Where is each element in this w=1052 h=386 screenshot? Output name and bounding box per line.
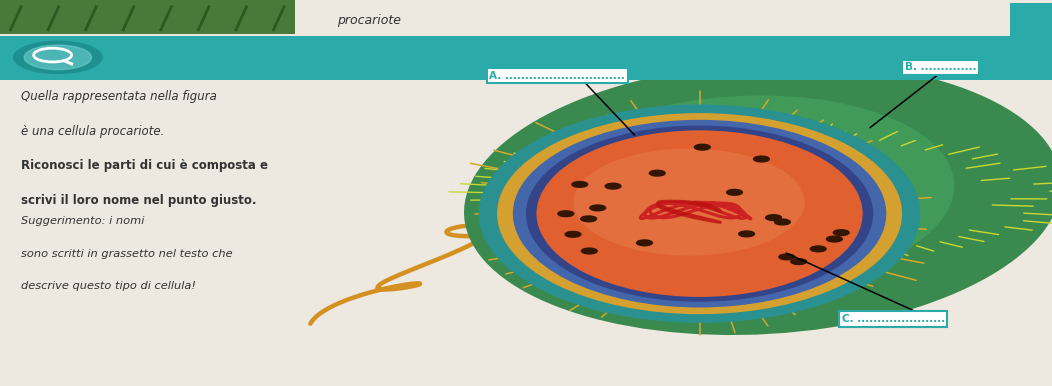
Circle shape — [649, 170, 665, 176]
FancyBboxPatch shape — [0, 36, 1052, 80]
Text: A. ..............................: A. .............................. — [489, 71, 625, 81]
Text: B. ..............: B. .............. — [905, 62, 976, 72]
Text: descrive questo tipo di cellula!: descrive questo tipo di cellula! — [21, 281, 196, 291]
Text: Riconosci le parti di cui è composta e: Riconosci le parti di cui è composta e — [21, 159, 268, 172]
Text: IMPARO CON LE IMMAGINI: IMPARO CON LE IMMAGINI — [110, 48, 375, 66]
Circle shape — [24, 45, 92, 69]
Circle shape — [636, 240, 652, 246]
Text: sono scritti in grassetto nel testo che: sono scritti in grassetto nel testo che — [21, 249, 232, 259]
Ellipse shape — [479, 105, 920, 323]
Text: C. ......................: C. ...................... — [842, 314, 945, 324]
Circle shape — [778, 254, 794, 260]
Circle shape — [766, 215, 782, 220]
Circle shape — [810, 246, 826, 252]
Circle shape — [582, 248, 598, 254]
Circle shape — [774, 219, 790, 225]
Circle shape — [791, 259, 807, 264]
Circle shape — [739, 231, 754, 237]
Ellipse shape — [512, 120, 886, 308]
Circle shape — [581, 216, 596, 222]
Ellipse shape — [526, 125, 873, 302]
Circle shape — [727, 190, 743, 195]
Ellipse shape — [573, 149, 805, 256]
Circle shape — [572, 181, 588, 187]
Text: procariote: procariote — [337, 14, 401, 27]
Ellipse shape — [464, 62, 1052, 335]
Circle shape — [833, 230, 849, 235]
FancyBboxPatch shape — [1010, 3, 1052, 80]
Ellipse shape — [529, 95, 954, 293]
Ellipse shape — [498, 113, 903, 314]
Circle shape — [605, 183, 621, 189]
Text: Suggerimento: i nomi: Suggerimento: i nomi — [21, 216, 144, 226]
Text: è una cellula procariote.: è una cellula procariote. — [21, 125, 164, 138]
Circle shape — [753, 156, 769, 162]
Circle shape — [558, 211, 573, 217]
Text: scrivi il loro nome nel punto giusto.: scrivi il loro nome nel punto giusto. — [21, 194, 257, 207]
Text: Quella rappresentata nella figura: Quella rappresentata nella figura — [21, 90, 217, 103]
Circle shape — [14, 41, 102, 73]
Circle shape — [827, 236, 843, 242]
Circle shape — [694, 144, 710, 150]
Ellipse shape — [537, 130, 863, 297]
Circle shape — [565, 232, 581, 237]
FancyBboxPatch shape — [0, 0, 295, 34]
Circle shape — [590, 205, 606, 211]
